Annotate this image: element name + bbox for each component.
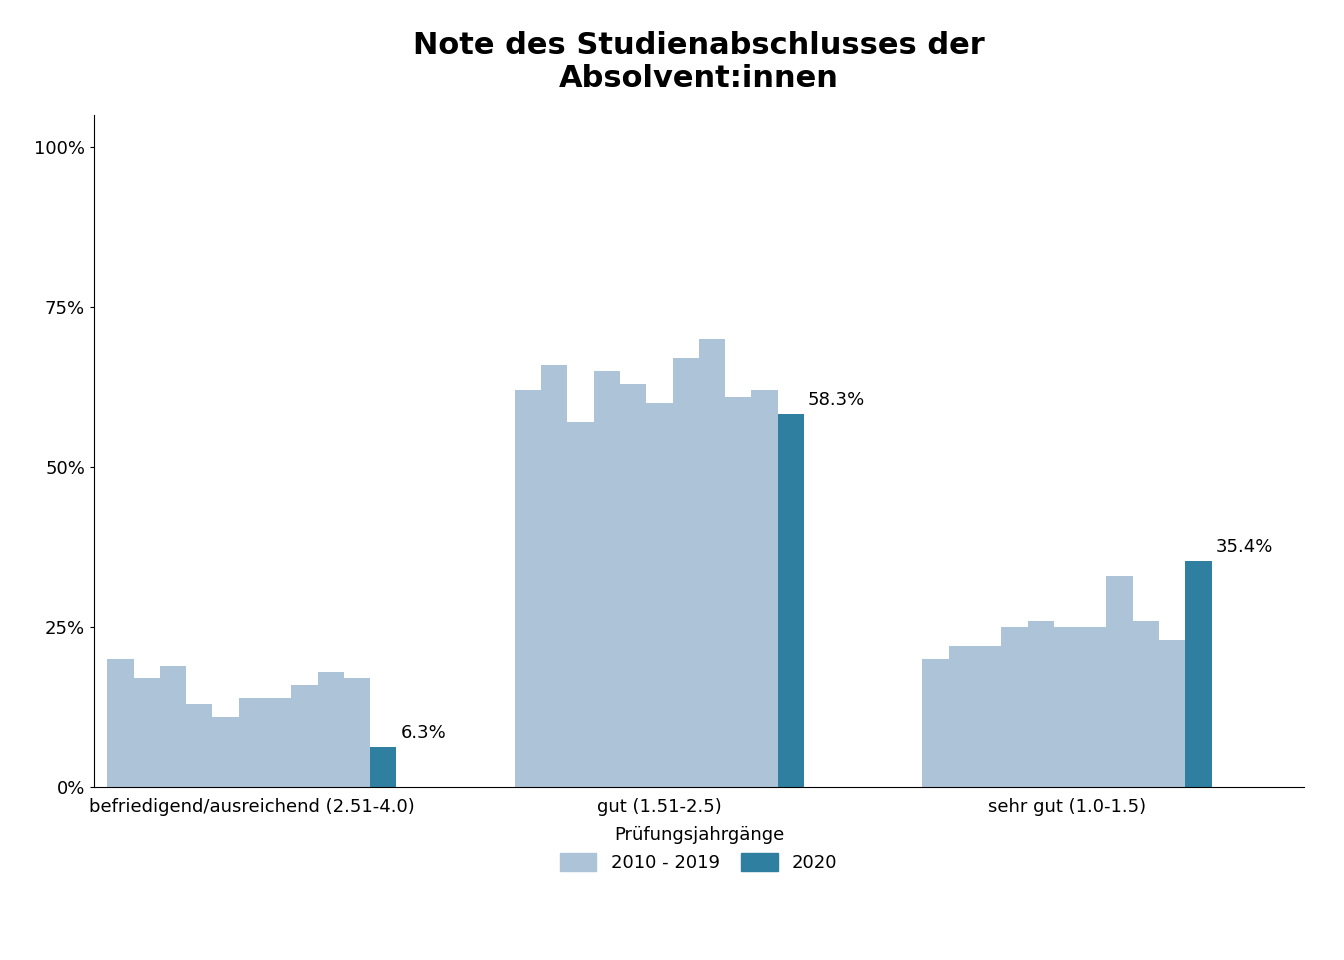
Bar	[515, 391, 542, 787]
Text: 35.4%: 35.4%	[1215, 538, 1273, 556]
Bar	[185, 704, 212, 787]
Text: 58.3%: 58.3%	[808, 391, 866, 409]
Bar	[1028, 621, 1054, 787]
Bar	[699, 339, 726, 787]
Bar	[212, 717, 239, 787]
Bar	[1133, 621, 1159, 787]
Bar	[108, 660, 133, 787]
Bar	[567, 422, 594, 787]
Bar	[1106, 576, 1133, 787]
Bar	[594, 372, 620, 787]
Bar	[672, 358, 699, 787]
Legend: 2010 - 2019, 2020: 2010 - 2019, 2020	[560, 826, 837, 873]
Bar	[265, 698, 292, 787]
Bar	[974, 646, 1001, 787]
Bar	[317, 672, 344, 787]
Bar	[370, 747, 396, 787]
Bar	[1081, 627, 1106, 787]
Bar	[1054, 627, 1081, 787]
Bar	[344, 679, 370, 787]
Bar	[778, 414, 804, 787]
Bar	[239, 698, 265, 787]
Text: 6.3%: 6.3%	[401, 724, 446, 742]
Bar	[1185, 561, 1212, 787]
Bar	[620, 384, 646, 787]
Bar	[922, 660, 949, 787]
Bar	[160, 665, 185, 787]
Bar	[1159, 640, 1185, 787]
Title: Note des Studienabschlusses der
Absolvent:innen: Note des Studienabschlusses der Absolven…	[413, 31, 985, 93]
Bar	[949, 646, 974, 787]
Bar	[751, 391, 778, 787]
Bar	[292, 684, 317, 787]
Bar	[646, 403, 672, 787]
Bar	[1001, 627, 1028, 787]
Bar	[542, 365, 567, 787]
Bar	[726, 396, 751, 787]
Bar	[133, 679, 160, 787]
